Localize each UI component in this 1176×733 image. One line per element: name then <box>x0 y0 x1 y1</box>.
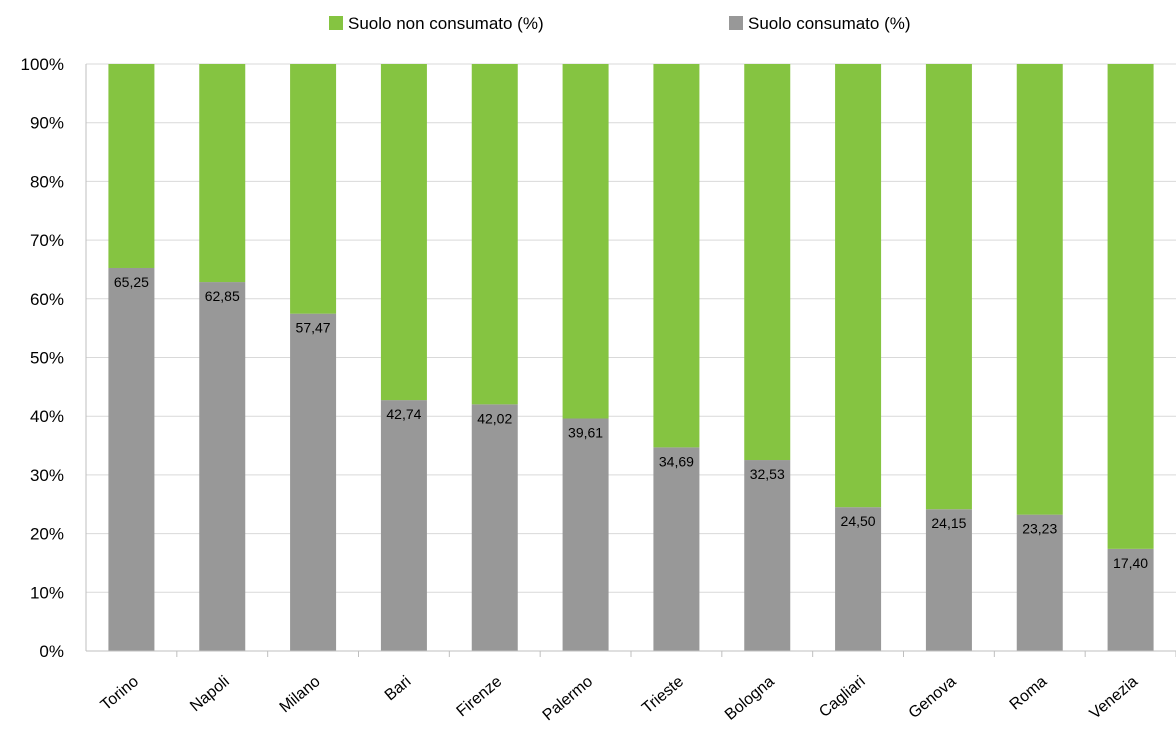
data-label: 32,53 <box>750 466 785 482</box>
x-tick-label: Bari <box>382 673 415 704</box>
y-tick-label: 0% <box>39 642 64 661</box>
y-tick-label: 100% <box>21 55 64 74</box>
bar-segment-suolo-consumato <box>290 313 337 651</box>
x-tick-label: Bologna <box>722 673 778 724</box>
x-tick-label: Palermo <box>540 673 597 724</box>
legend-swatch <box>729 16 743 30</box>
bar-segment-suolo-non-consumato <box>925 64 972 510</box>
bars <box>108 64 1154 651</box>
bar-segment-suolo-consumato <box>380 400 427 651</box>
bar-segment-suolo-non-consumato <box>744 64 791 461</box>
y-tick-label: 70% <box>30 231 64 250</box>
y-tick-label: 90% <box>30 114 64 133</box>
y-tick-label: 20% <box>30 525 64 544</box>
bar-segment-suolo-consumato <box>199 282 246 651</box>
y-tick-label: 10% <box>30 583 64 602</box>
data-label: 34,69 <box>659 453 694 469</box>
data-label: 24,50 <box>841 513 876 529</box>
bar-segment-suolo-non-consumato <box>1107 64 1154 549</box>
bar-segment-suolo-non-consumato <box>380 64 427 401</box>
x-tick-label: Genova <box>906 673 960 722</box>
legend-swatch <box>329 16 343 30</box>
y-tick-label: 30% <box>30 466 64 485</box>
bar-segment-suolo-non-consumato <box>653 64 700 448</box>
bar-segment-suolo-consumato <box>925 509 972 651</box>
bar-segment-suolo-non-consumato <box>1016 64 1063 515</box>
data-label: 57,47 <box>296 320 331 336</box>
bar-segment-suolo-consumato <box>471 404 518 651</box>
bar-segment-suolo-consumato <box>653 447 700 651</box>
x-tick-label: Roma <box>1007 673 1051 714</box>
legend-label: Suolo consumato (%) <box>748 14 911 33</box>
x-tick-label: Torino <box>98 673 142 714</box>
y-tick-label: 60% <box>30 290 64 309</box>
x-tick-label: Trieste <box>639 673 687 717</box>
y-tick-label: 50% <box>30 349 64 368</box>
bar-segment-suolo-non-consumato <box>199 64 246 283</box>
data-label: 62,85 <box>205 288 240 304</box>
data-label: 42,02 <box>477 410 512 426</box>
x-axis: Torino Napoli Milano Bari Firenze Palermo Trie… <box>86 650 1176 724</box>
bar-segment-suolo-consumato <box>744 460 791 651</box>
x-tick-label: Cagliari <box>816 673 868 721</box>
data-label: 39,61 <box>568 424 603 440</box>
legend-label: Suolo non consumato (%) <box>348 14 544 33</box>
legend: Suolo non consumato (%) Suolo consumato (… <box>329 14 911 33</box>
gridlines <box>86 63 1176 652</box>
data-labels: 65,25 62,85 57,47 42,74 42,02 39,61 34,69 32,53… <box>114 274 1148 571</box>
data-label: 17,40 <box>1113 555 1148 571</box>
bar-segment-suolo-consumato <box>1016 514 1063 651</box>
bar-segment-suolo-non-consumato <box>471 64 518 405</box>
bar-segment-suolo-non-consumato <box>108 64 155 268</box>
data-label: 42,74 <box>386 406 421 422</box>
x-tick-label: Firenze <box>454 673 506 720</box>
bar-segment-suolo-non-consumato <box>290 64 337 314</box>
data-label: 23,23 <box>1022 521 1057 537</box>
x-tick-label: Milano <box>277 673 324 716</box>
bar-segment-suolo-consumato <box>562 418 609 651</box>
bar-segment-suolo-consumato <box>108 267 155 651</box>
x-tick-label: Napoli <box>187 673 233 715</box>
bar-segment-suolo-consumato <box>835 507 882 651</box>
y-tick-label: 40% <box>30 407 64 426</box>
data-label: 24,15 <box>931 515 966 531</box>
y-axis: 0% 10% 20% 30% 40% 50% 60% 70% 80% 90% 100% <box>21 55 87 661</box>
bar-segment-suolo-non-consumato <box>835 64 882 508</box>
x-tick-label: Venezia <box>1087 673 1142 723</box>
data-label: 65,25 <box>114 274 149 290</box>
y-tick-label: 80% <box>30 172 64 191</box>
bar-segment-suolo-consumato <box>1107 548 1154 651</box>
bar-segment-suolo-non-consumato <box>562 64 609 419</box>
